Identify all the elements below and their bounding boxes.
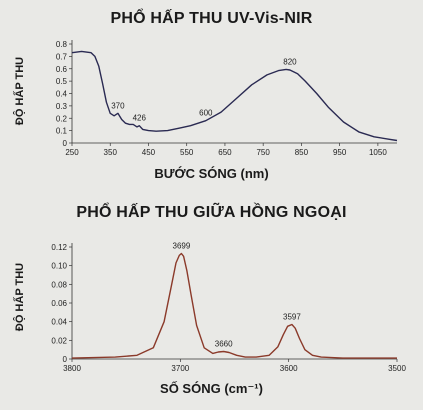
uv-y-tick-label: 0.3 [56,102,68,111]
ir-x-tick-label: 3800 [63,364,81,373]
uv-y-tick-label: 0.2 [56,114,68,123]
ir-peak-label: 3660 [215,340,233,349]
ir-peak-label: 3597 [283,312,301,321]
uv-x-tick-label: 350 [104,148,118,157]
uv-x-tick-label: 750 [256,148,270,157]
ir-y-tick-label: 0.04 [51,318,67,327]
uv-y-tick-label: 0.8 [56,40,68,49]
ir-x-axis-title: SỐ SÓNG (cm⁻¹) [160,381,263,396]
uv-x-tick-label: 850 [295,148,309,157]
uv-x-tick-label: 550 [180,148,194,157]
uv-y-tick-label: 0.5 [56,77,68,86]
uv-spectrum-line [71,50,398,142]
ir-x-tick-label: 3600 [280,364,298,373]
uv-y-tick-label: 0 [63,139,68,148]
ir-y-tick-label: 0.08 [51,280,67,289]
uv-x-tick-label: 450 [142,148,156,157]
ir-peak-label: 3699 [173,242,191,251]
ir-y-tick-label: 0 [63,355,68,364]
uv-x-tick-label: 1050 [369,148,387,157]
ir-y-tick-label: 0.10 [51,262,67,271]
uv-peak-label: 426 [133,114,147,123]
ir-y-tick-label: 0.02 [51,336,67,345]
uv-peak-label: 600 [199,109,213,118]
uv-x-tick-label: 950 [333,148,347,157]
ir-chart-title: PHỔ HẤP THU GIỮA HỒNG NGOẠI [76,204,347,221]
ir-y-tick-label: 0.12 [51,243,67,252]
uv-y-tick-label: 0.6 [56,65,68,74]
uv-chart-title: PHỔ HẤP THU UV-Vis-NIR [110,10,313,27]
ir-x-tick-label: 3700 [171,364,189,373]
uv-x-tick-label: 250 [65,148,79,157]
uv-peak-label: 820 [283,57,297,66]
uv-x-tick-label: 650 [218,148,232,157]
uv-peak-label: 370 [111,101,125,110]
uv-y-tick-label: 0.1 [56,127,68,136]
ir-spectrum-line [71,252,397,359]
ir-x-tick-label: 3500 [388,364,406,373]
uv-y-tick-label: 0.4 [56,90,68,99]
uv-y-tick-label: 0.7 [56,52,68,61]
ir-y-tick-label: 0.06 [51,299,67,308]
uv-x-axis-title: BƯỚC SÓNG (nm) [154,166,269,181]
